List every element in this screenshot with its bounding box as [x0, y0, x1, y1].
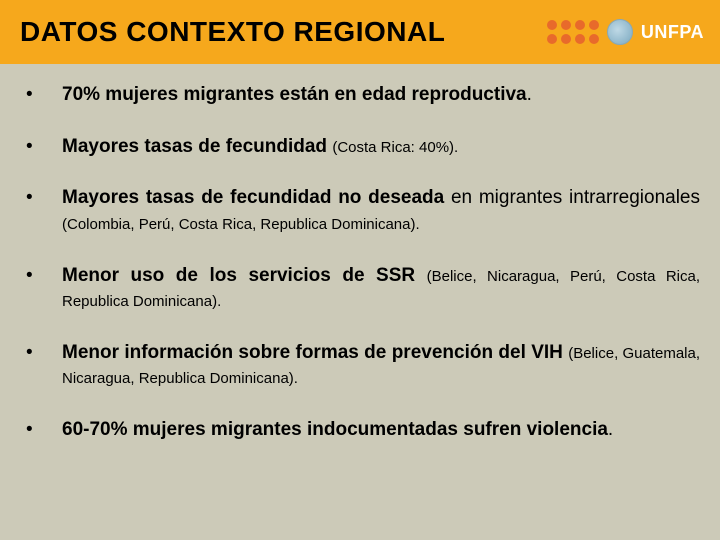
text-fragment: . [527, 84, 532, 105]
text-fragment: Mayores tasas de fecundidad no deseada [62, 187, 451, 208]
logo-dot-grid [547, 20, 599, 44]
text-fragment: (Costa Rica: 40%). [332, 139, 458, 156]
text-fragment: en migrantes intrarregionales [451, 187, 700, 208]
text-fragment: Mayores tasas de fecundidad [62, 136, 332, 157]
page-title: DATOS CONTEXTO REGIONAL [20, 16, 445, 48]
text-fragment: Menor uso de los servicios de SSR [62, 265, 427, 286]
bullet-list: 70% mujeres migrantes están en edad repr… [20, 82, 700, 443]
list-item: Mayores tasas de fecundidad no deseada e… [20, 185, 700, 236]
list-item: Menor uso de los servicios de SSR (Belic… [20, 263, 700, 314]
header-bar: DATOS CONTEXTO REGIONAL UNFPA [0, 0, 720, 64]
text-fragment: 60-70% mujeres migrantes indocumentadas … [62, 419, 608, 440]
brand-text: UNFPA [641, 22, 704, 43]
globe-icon [607, 19, 633, 45]
text-fragment: Menor información sobre formas de preven… [62, 342, 568, 363]
list-item: Menor información sobre formas de preven… [20, 340, 700, 391]
brand-logo: UNFPA [547, 19, 704, 45]
text-fragment: 70% mujeres migrantes están en edad repr… [62, 84, 527, 105]
list-item: 70% mujeres migrantes están en edad repr… [20, 82, 700, 108]
content-area: 70% mujeres migrantes están en edad repr… [0, 64, 720, 479]
list-item: 60-70% mujeres migrantes indocumentadas … [20, 417, 700, 443]
text-fragment: (Colombia, Perú, Costa Rica, Republica D… [62, 216, 420, 233]
text-fragment: . [608, 419, 613, 440]
list-item: Mayores tasas de fecundidad (Costa Rica:… [20, 134, 700, 160]
